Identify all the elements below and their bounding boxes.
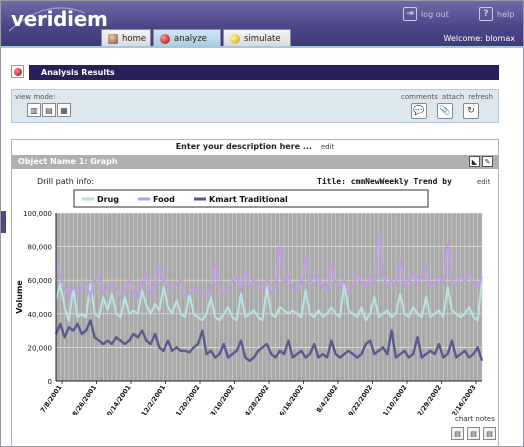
table-view-icon[interactable]: ▤ xyxy=(42,103,56,117)
analysis-results-icon xyxy=(11,65,24,78)
y-axis-title: Volume xyxy=(15,280,24,314)
x-tick-label: 10/14/2001 xyxy=(103,383,133,415)
home-person-icon xyxy=(108,33,118,44)
series-line-food xyxy=(55,232,483,298)
analysis-results-bar: Analysis Results xyxy=(29,65,499,80)
logout-label: log out xyxy=(421,9,449,19)
tab-analyze[interactable]: analyze xyxy=(153,29,221,47)
description-edit-link[interactable]: edit xyxy=(320,143,335,151)
help-question-icon: ? xyxy=(479,7,493,21)
object-edit-pencil-icon[interactable]: ✎ xyxy=(482,156,493,167)
x-tick-label: 12/29/2002 xyxy=(413,384,443,415)
y-tick-label: 100,000 xyxy=(23,210,52,218)
view-mode-label: view mode: xyxy=(15,93,56,101)
drill-path-label: Drill path info: xyxy=(37,177,95,186)
main-tabs: home analyze simulate xyxy=(1,29,523,47)
tab-simulate-label: simulate xyxy=(244,33,281,44)
x-tick-label: 3/10/2002 xyxy=(209,384,236,415)
chart-notes-buttons: ▤ ▤ ▤ xyxy=(451,427,496,440)
attach-paperclip-icon[interactable]: 📎 xyxy=(437,103,453,119)
object-tools: ◣ ✎ xyxy=(469,156,493,167)
logo-swoosh-icon xyxy=(8,7,86,32)
x-tick-label: 12/2/2001 xyxy=(140,383,168,415)
header-divider xyxy=(1,46,523,48)
x-tick-label: 6/16/2002 xyxy=(278,384,305,415)
y-tick-label: 80,000 xyxy=(28,244,53,252)
tab-home[interactable]: home xyxy=(101,29,151,47)
action-labels: comments attach refresh xyxy=(401,93,493,101)
tab-analyze-label: analyze xyxy=(174,33,207,44)
tab-simulate[interactable]: simulate xyxy=(223,29,291,47)
y-tick-label: 20,000 xyxy=(28,344,53,352)
help-label: help xyxy=(497,9,515,19)
logout-link[interactable]: ⇥ log out xyxy=(403,7,449,21)
comments-bubble-icon[interactable]: 💬 xyxy=(411,103,427,119)
logout-arrow-icon: ⇥ xyxy=(403,7,417,21)
left-panel-toggle[interactable] xyxy=(1,211,6,233)
view-mode-buttons: ▥ ▤ ▦ xyxy=(27,103,71,117)
legend-label-0: Drug xyxy=(97,195,119,204)
chart-title-edit-link[interactable]: edit xyxy=(477,178,491,186)
action-buttons: 💬 📎 ↻ xyxy=(411,103,479,119)
comments-label: comments xyxy=(401,93,438,101)
y-tick-label: 40,000 xyxy=(28,311,53,319)
chart-title-text: cmmNewWeekly Trend by xyxy=(350,177,452,186)
x-tick-label: 1/20/2002 xyxy=(174,384,201,415)
x-tick-label: 11/10/2002 xyxy=(379,384,409,415)
analyze-red-ball-icon xyxy=(160,33,170,44)
x-tick-label: 8/26/2001 xyxy=(71,383,99,415)
app-header: veridiem ⇥ log out ? help home analyze s… xyxy=(1,1,523,47)
tab-home-label: home xyxy=(122,33,147,44)
volume-line-chart: Drug Food Kmart Traditional 0 20,000 40,000 60… xyxy=(15,189,484,415)
x-tick-label: 2/16/2003 xyxy=(450,384,477,415)
y-tick-label: 60,000 xyxy=(28,277,53,285)
refresh-label: refresh xyxy=(468,93,493,101)
welcome-text: Welcome: blomax xyxy=(443,34,515,43)
series-line-drug xyxy=(55,280,483,322)
note-add-icon[interactable]: ▤ xyxy=(451,427,464,440)
legend-label-1: Food xyxy=(153,195,175,204)
x-tick-label: 9/22/2002 xyxy=(347,384,374,415)
series-line-kmart-traditional xyxy=(54,319,484,363)
description-text[interactable]: Enter your description here ... xyxy=(175,142,313,151)
chart-title: Title: cmmNewWeekly Trend by xyxy=(317,177,452,186)
bar-chart-view-icon[interactable]: ▥ xyxy=(27,103,41,117)
legend-label-2: Kmart Traditional xyxy=(209,195,288,204)
x-tick-label: 4/28/2002 xyxy=(243,384,270,415)
object-title-bar: Object Name 1: Graph xyxy=(12,155,498,169)
chart-title-prefix: Title: xyxy=(317,177,346,186)
x-tick-label: 7/8/2001 xyxy=(39,383,64,414)
chart-notes-label: chart notes xyxy=(455,415,495,423)
note-view-icon[interactable]: ▤ xyxy=(467,427,480,440)
help-link[interactable]: ? help xyxy=(479,7,514,21)
grid-view-icon[interactable]: ▦ xyxy=(57,103,71,117)
refresh-icon[interactable]: ↻ xyxy=(463,103,479,119)
simulate-yellow-ball-icon xyxy=(230,33,240,44)
legend-box xyxy=(73,189,429,208)
note-export-icon[interactable]: ▤ xyxy=(483,427,496,440)
attach-label: attach xyxy=(441,93,465,101)
x-tick-label: 8/4/2002 xyxy=(315,384,340,415)
object-properties-icon[interactable]: ◣ xyxy=(469,156,480,167)
description-row: Enter your description here ... edit xyxy=(11,139,499,153)
y-tick-label: 0 xyxy=(48,378,52,386)
app-logo: veridiem xyxy=(11,7,108,31)
